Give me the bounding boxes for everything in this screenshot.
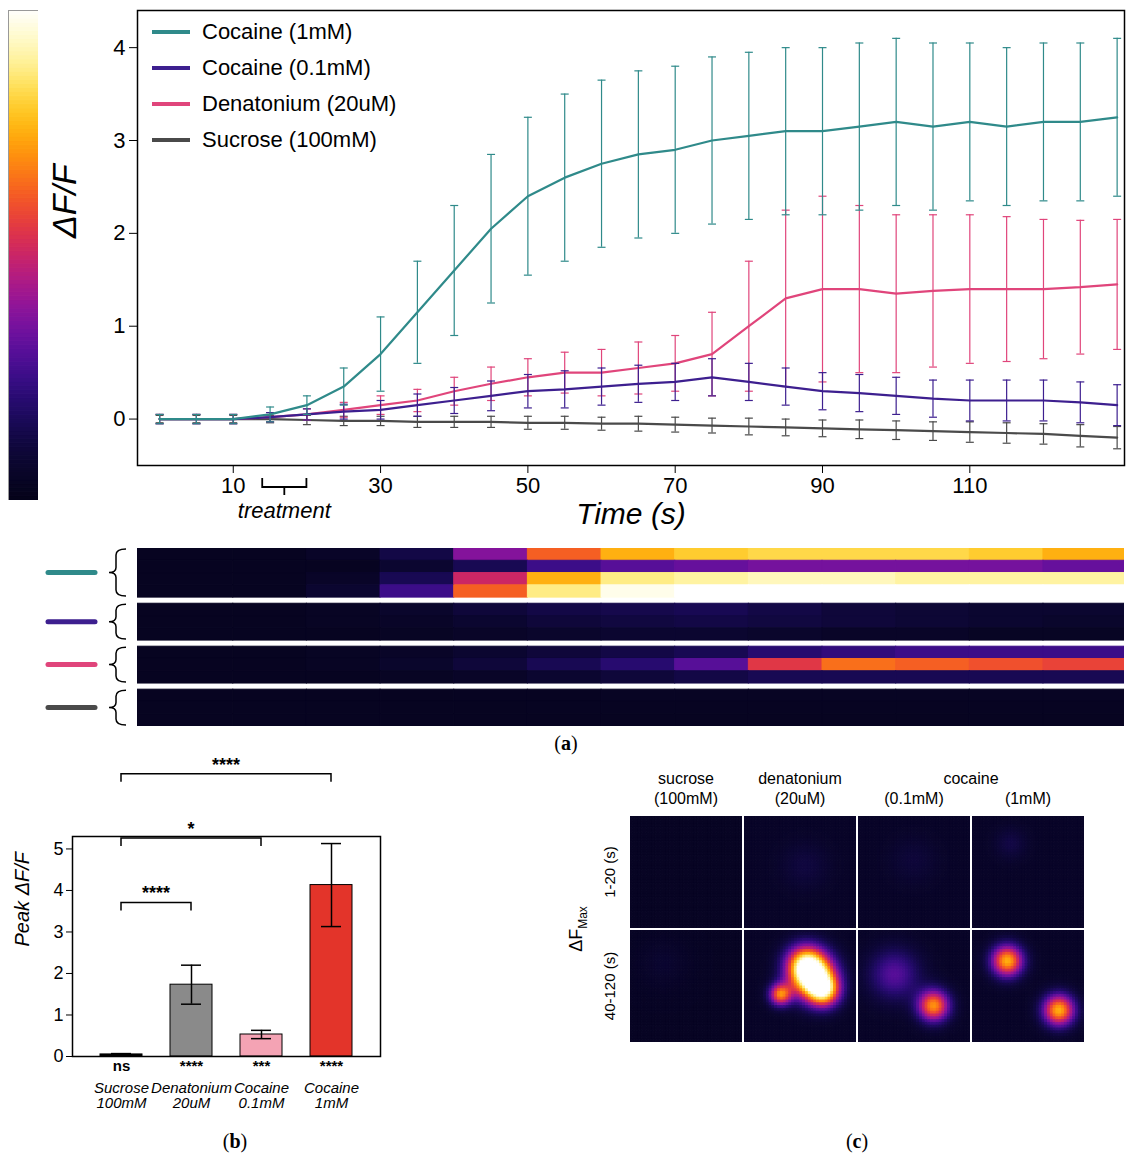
html-text:40-120 (s): 40-120 (s)	[601, 951, 618, 1021]
html-text:Max: Max	[575, 906, 590, 929]
svg-text:5: 5	[53, 839, 63, 859]
svg-text:treatment: treatment	[238, 498, 332, 523]
svg-text:*: *	[187, 819, 194, 839]
svg-text:3: 3	[113, 128, 125, 153]
svg-text:Peak ΔF/F: Peak ΔF/F	[11, 850, 33, 946]
html-text:(b): (b)	[222, 1130, 248, 1152]
svg-text:70: 70	[663, 473, 687, 498]
html-text:Denatonium (20uM): Denatonium (20uM)	[202, 91, 397, 116]
svg-text:0: 0	[53, 1046, 63, 1066]
svg-text:ΔF/F: ΔF/F	[45, 162, 83, 239]
html-text:sucrose: sucrose	[658, 770, 714, 787]
svg-text:1: 1	[53, 1005, 63, 1025]
svg-text:****: ****	[180, 1057, 204, 1074]
html-text:(a): (a)	[554, 732, 578, 754]
svg-text:Cocaine1mM: Cocaine1mM	[304, 1079, 359, 1111]
svg-text:Denatonium20uM: Denatonium20uM	[151, 1079, 232, 1111]
svg-text:Time (s): Time (s)	[576, 497, 686, 530]
svg-text:3: 3	[53, 922, 63, 942]
html-text:Sucrose (100mM): Sucrose (100mM)	[202, 127, 377, 152]
html-text:cocaine: cocaine	[943, 770, 999, 787]
svg-text:Sucrose100mM: Sucrose100mM	[94, 1079, 149, 1111]
html-text:(1mM): (1mM)	[1004, 790, 1052, 807]
html-text:(100mM): (100mM)	[654, 790, 718, 807]
html-text:(c): (c)	[845, 1130, 869, 1152]
svg-text:4: 4	[113, 35, 125, 60]
svg-text:1: 1	[113, 313, 125, 338]
html-text:(0.1mM): (0.1mM)	[884, 790, 944, 807]
html-text:1-20 (s): 1-20 (s)	[601, 846, 618, 898]
svg-text:****: ****	[212, 755, 240, 775]
svg-text:2: 2	[113, 220, 125, 245]
svg-text:2: 2	[53, 963, 63, 983]
svg-text:0: 0	[113, 406, 125, 431]
svg-text:50: 50	[516, 473, 540, 498]
svg-text:10: 10	[221, 473, 245, 498]
html-text:denatonium: denatonium	[758, 770, 842, 787]
svg-text:30: 30	[368, 473, 392, 498]
html-text:Cocaine (0.1mM): Cocaine (0.1mM)	[202, 55, 371, 80]
svg-text:Cocaine0.1mM: Cocaine0.1mM	[234, 1079, 289, 1111]
svg-text:4: 4	[53, 880, 63, 900]
svg-text:****: ****	[142, 883, 170, 903]
html-text:(20uM): (20uM)	[774, 790, 826, 807]
svg-text:***: ***	[253, 1057, 271, 1074]
svg-text:90: 90	[810, 473, 834, 498]
svg-text:ns: ns	[113, 1057, 131, 1074]
html-text:ΔF: ΔF	[566, 928, 586, 952]
svg-text:****: ****	[320, 1057, 344, 1074]
svg-text:110: 110	[952, 473, 987, 498]
html-text:Cocaine (1mM): Cocaine (1mM)	[202, 19, 353, 44]
